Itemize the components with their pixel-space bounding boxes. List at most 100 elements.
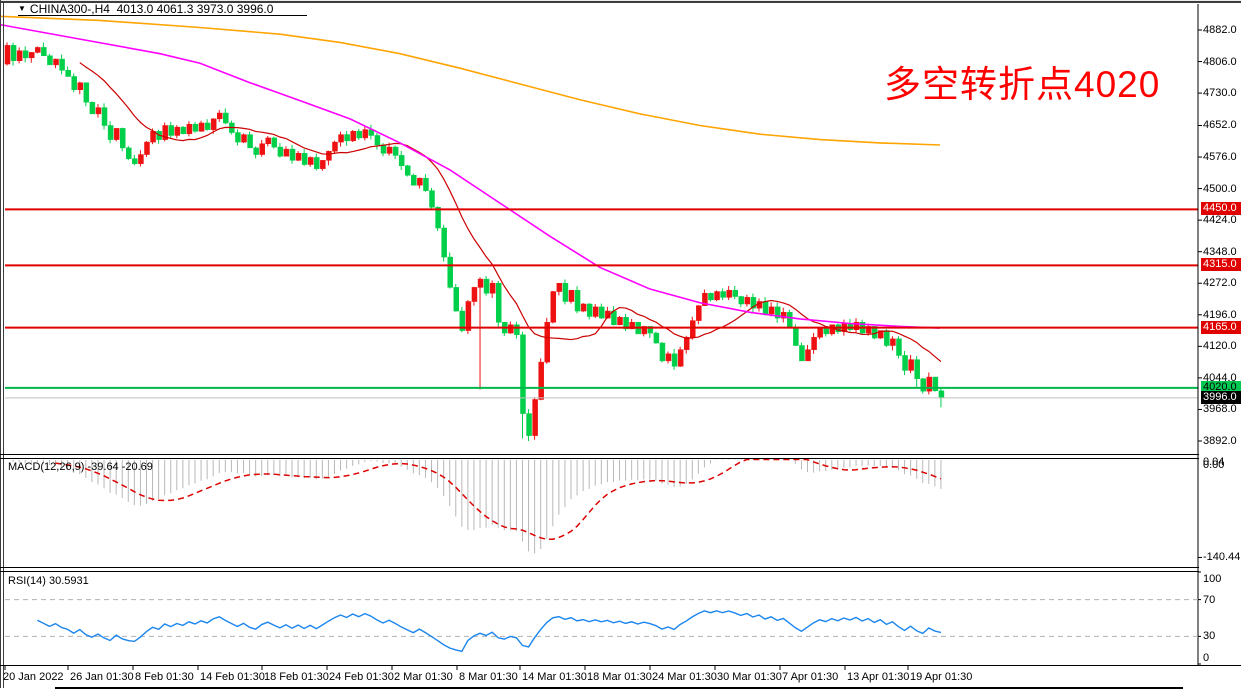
candle [435, 207, 441, 229]
candle [192, 123, 199, 132]
candle [593, 306, 599, 317]
candle [101, 107, 108, 126]
candle [896, 338, 902, 356]
window-bottom-border [55, 687, 1183, 689]
candle [920, 378, 926, 392]
candle [241, 134, 247, 143]
annotation-text: 多空转折点4020 [884, 64, 1161, 105]
candle [914, 359, 920, 379]
candle [411, 175, 417, 186]
candle [580, 303, 587, 312]
candle [162, 125, 168, 140]
candle [508, 324, 514, 334]
time-axis-tick-label: 14 Mar 01:30 [522, 671, 587, 683]
candle [374, 135, 381, 146]
candle [186, 123, 193, 135]
candle [465, 301, 472, 331]
candle [556, 282, 563, 292]
candle [301, 153, 308, 165]
time-axis-tick-label: 7 Apr 01:30 [782, 671, 839, 683]
candle [247, 134, 253, 149]
candle [738, 296, 745, 305]
candle [708, 292, 714, 301]
main-macd-splitter[interactable] [0, 454, 1199, 455]
candle [805, 349, 811, 362]
candle [326, 150, 332, 161]
time-axis-tick-label: 20 Jan 2022 [3, 671, 64, 683]
time-axis-line [0, 665, 1241, 666]
candle [532, 399, 538, 436]
candle [126, 147, 132, 159]
candle [10, 45, 17, 61]
price-axis-tick-label: 4576.0 [1203, 151, 1237, 164]
candle [235, 132, 241, 143]
candle [380, 144, 387, 154]
candle [277, 146, 284, 157]
candle [829, 324, 836, 335]
rsi-axis-label: 0 [1203, 652, 1210, 664]
candle [471, 287, 478, 302]
candle [47, 55, 53, 66]
candle [932, 376, 939, 392]
time-axis-tick-label: 13 Apr 01:30 [847, 671, 910, 683]
candle [168, 125, 174, 136]
candle [295, 153, 302, 161]
candle [83, 82, 90, 103]
candle [119, 128, 126, 149]
candle [586, 303, 593, 317]
candle [865, 326, 872, 334]
candle [683, 336, 690, 350]
candle [817, 327, 823, 338]
candle [210, 118, 217, 130]
candle [938, 390, 945, 399]
macd-rsi-splitter[interactable] [0, 567, 1199, 568]
candle [599, 306, 605, 319]
candle [671, 353, 678, 367]
candle [441, 227, 447, 258]
candle [702, 292, 708, 306]
window-top-border-light [0, 0, 1241, 1]
candle [41, 47, 47, 56]
rsi-axis-label: 100 [1203, 573, 1222, 585]
candle [774, 306, 781, 319]
time-axis-tick-label: 19 Apr 01:30 [910, 671, 973, 683]
candle [59, 58, 65, 71]
candle [113, 128, 120, 140]
candle [320, 160, 326, 169]
candle [180, 126, 187, 135]
candle [908, 359, 914, 371]
price-level-badge: 4315.0 [1201, 258, 1241, 272]
candle [217, 112, 223, 120]
candle [720, 291, 726, 298]
candle [132, 158, 138, 164]
time-axis-tick-label: 14 Feb 01:30 [200, 671, 265, 683]
price-axis-tick-label: 4348.0 [1203, 245, 1237, 258]
candle [665, 353, 672, 362]
price-level-badge: 4165.0 [1201, 320, 1241, 334]
rsi-axis-label: 70 [1203, 593, 1216, 606]
chart-title: ▼ CHINA300-,H4 4013.0 4061.3 3973.0 3996.… [18, 2, 273, 16]
candle [198, 122, 205, 132]
candle [538, 361, 544, 400]
candle [811, 336, 817, 350]
candle [550, 291, 557, 323]
candle [16, 50, 23, 61]
candle [314, 157, 320, 169]
candle [750, 297, 757, 309]
candle [768, 306, 775, 315]
candle [890, 338, 896, 346]
chevron-down-icon[interactable]: ▼ [18, 4, 26, 13]
price-axis-tick-label: 4806.0 [1203, 55, 1237, 68]
price-axis-tick-label: 4882.0 [1203, 24, 1237, 36]
candle [259, 143, 265, 155]
candle [429, 190, 435, 208]
candle [453, 287, 460, 312]
price-axis-tick-label: 4272.0 [1203, 277, 1237, 290]
price-axis-tick-label: 4120.0 [1203, 340, 1237, 353]
candle [574, 290, 581, 312]
candle [647, 326, 654, 334]
price-axis-tick-label: 3968.0 [1203, 403, 1237, 416]
candle [405, 165, 411, 176]
